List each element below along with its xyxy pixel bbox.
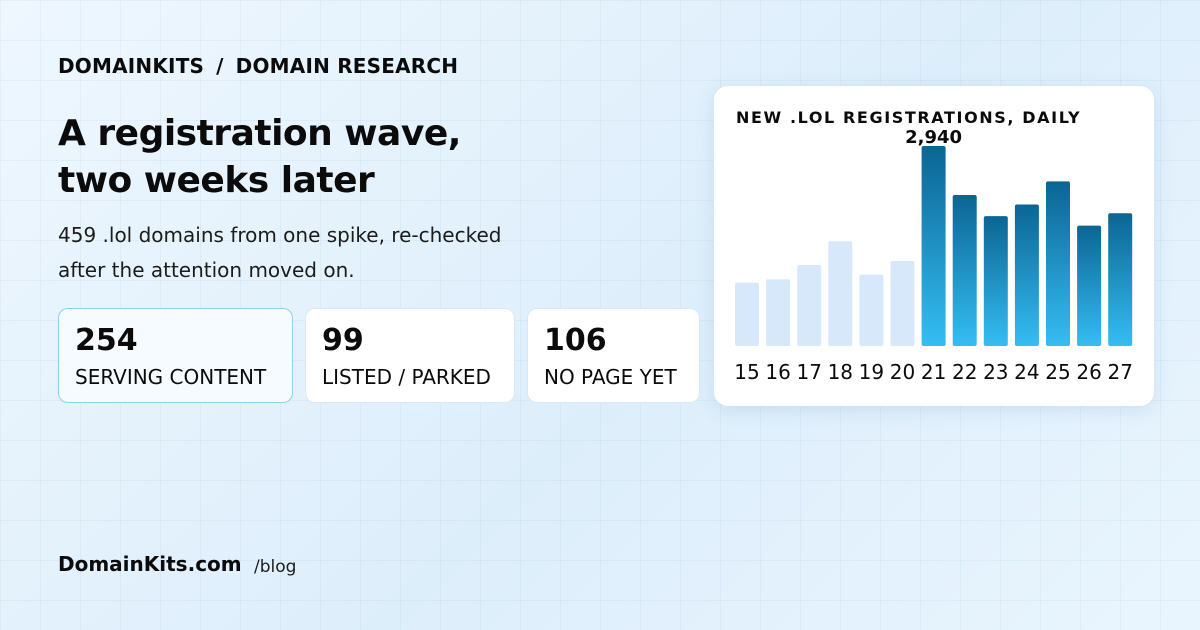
page-title: A registration wave, two weeks later [58,110,578,204]
breadcrumb: DOMAINKITS / DOMAIN RESEARCH [58,54,458,78]
bar-day-26 [1077,225,1102,346]
page-title-line-1: A registration wave, [58,113,461,154]
bar-day-16 [766,279,791,346]
x-tick-label: 27 [1107,360,1132,384]
bar-day-20 [890,261,915,346]
bar-day-21 [921,146,946,346]
bar-day-15 [735,282,759,346]
brand-link[interactable]: DomainKits.com [58,552,242,576]
stat-label: SERVING CONTENT [75,365,267,389]
bar-data-label: 2,940 [905,127,962,148]
x-tick-label: 18 [828,360,853,384]
bar-day-23 [983,216,1008,346]
stat-card-serving-content: 254 SERVING CONTENT [58,308,293,403]
stat-label: NO PAGE YET [544,365,677,389]
bar-day-18 [828,241,853,346]
page-subtitle-line-1: 459 .lol domains from one spike, re-chec… [58,223,502,247]
bar-day-25 [1046,181,1070,346]
page-subtitle-line-2: after the attention moved on. [58,258,355,282]
x-tick-label: 16 [765,360,790,384]
stat-value: 99 [322,323,364,358]
x-tick-label: 23 [983,360,1008,384]
breadcrumb-site[interactable]: DOMAINKITS [58,54,205,78]
stat-value: 106 [544,323,607,358]
x-tick-label: 17 [796,360,821,384]
x-tick-label: 19 [859,360,884,384]
x-tick-label: 21 [921,360,946,384]
page-title-line-2: two weeks later [58,160,375,201]
bar-day-19 [859,274,884,346]
breadcrumb-section[interactable]: DOMAIN RESEARCH [235,54,459,78]
x-tick-label: 15 [734,360,759,384]
x-tick-label: 26 [1076,360,1101,384]
x-tick-label: 24 [1014,360,1039,384]
x-tick-label: 22 [952,360,977,384]
page-subtitle: 459 .lol domains from one spike, re-chec… [58,218,558,288]
x-tick-label: 25 [1045,360,1070,384]
stat-value: 254 [75,323,138,358]
breadcrumb-separator: / [216,54,224,78]
x-tick-label: 20 [890,360,915,384]
brand-path[interactable]: /blog [254,557,297,577]
bar-day-17 [797,265,822,346]
stat-card-no-page-yet: 106 NO PAGE YET [527,308,700,403]
bar-day-24 [1014,204,1039,346]
bar-day-27 [1108,213,1133,346]
bar-chart: 15 16 17 18 19 20 21 22 23 24 25 26 27 2,940 [734,127,1133,384]
chart-title: NEW .LOL REGISTRATIONS, DAILY [736,108,1082,127]
stat-label: LISTED / PARKED [322,365,491,389]
chart-card: 15 16 17 18 19 20 21 22 23 24 25 26 27 2,940 NEW .LOL… [714,86,1154,406]
bar-day-22 [952,195,977,346]
stat-card-listed-parked: 99 LISTED / PARKED [305,308,515,403]
